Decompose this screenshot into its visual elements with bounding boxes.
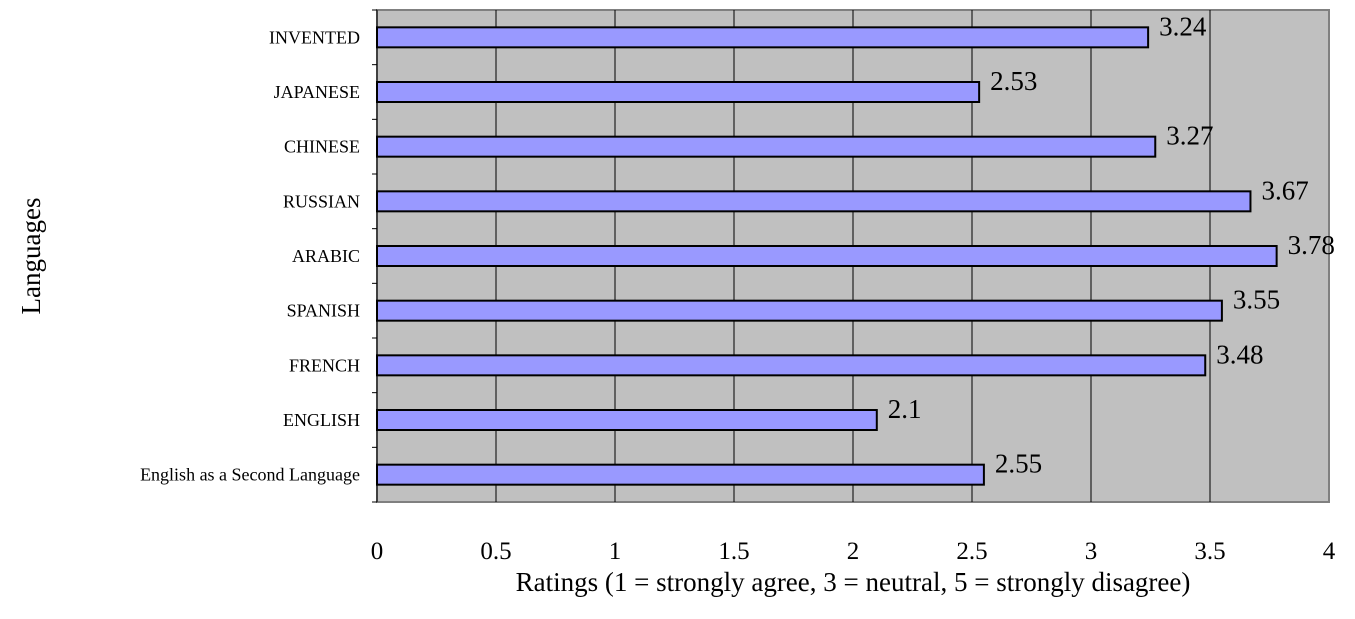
category-label: CHINESE [284, 137, 360, 157]
bar [376, 354, 1207, 377]
x-tick-label: 1.5 [718, 538, 749, 565]
x-tick-label: 2.5 [956, 538, 987, 565]
value-label: 3.27 [1166, 121, 1213, 151]
bar [376, 81, 981, 103]
category-label: JAPANESE [274, 82, 360, 102]
category-label: ENGLISH [283, 410, 360, 430]
bars [376, 26, 1278, 486]
value-labels: 3.24 2.53 3.27 3.67 3.78 3.55 3.48 2.1 2.55 [888, 11, 1335, 478]
bar [376, 463, 985, 486]
x-tick-label: 0 [371, 538, 384, 565]
bar [376, 135, 1157, 158]
y-axis-title: Languages [16, 198, 46, 315]
value-label: 2.53 [990, 66, 1037, 96]
category-label: English as a Second Language [140, 465, 360, 485]
x-axis-title: Ratings (1 = strongly agree, 3 = neutral… [516, 567, 1191, 597]
value-label: 2.55 [995, 449, 1042, 479]
bar [376, 26, 1150, 49]
x-tick-label: 1 [609, 538, 622, 565]
category-labels: INVENTED JAPANESE CHINESE RUSSIAN ARABIC SPAN… [140, 27, 360, 484]
category-label: SPANISH [287, 301, 360, 321]
category-label: INVENTED [269, 27, 360, 47]
x-tick-labels: 0 0.5 1 1.5 2 2.5 3 3.5 4 [371, 538, 1336, 565]
bar [376, 409, 878, 431]
value-label: 3.67 [1261, 175, 1308, 205]
bar [376, 190, 1252, 213]
value-label: 3.48 [1216, 339, 1263, 369]
x-tick-label: 0.5 [480, 538, 511, 565]
x-tick-label: 4 [1323, 538, 1336, 565]
x-tick-label: 3.5 [1194, 538, 1225, 565]
value-label: 3.24 [1159, 11, 1207, 41]
category-label: RUSSIAN [283, 191, 360, 211]
category-label: FRENCH [289, 355, 360, 375]
bar [376, 299, 1223, 322]
value-label: 3.78 [1288, 230, 1335, 260]
bar [376, 245, 1278, 267]
value-label: 3.55 [1233, 285, 1280, 315]
category-label: ARABIC [292, 246, 360, 266]
x-tick-label: 3 [1085, 538, 1098, 565]
value-label: 2.1 [888, 394, 922, 424]
x-tick-label: 2 [847, 538, 860, 565]
